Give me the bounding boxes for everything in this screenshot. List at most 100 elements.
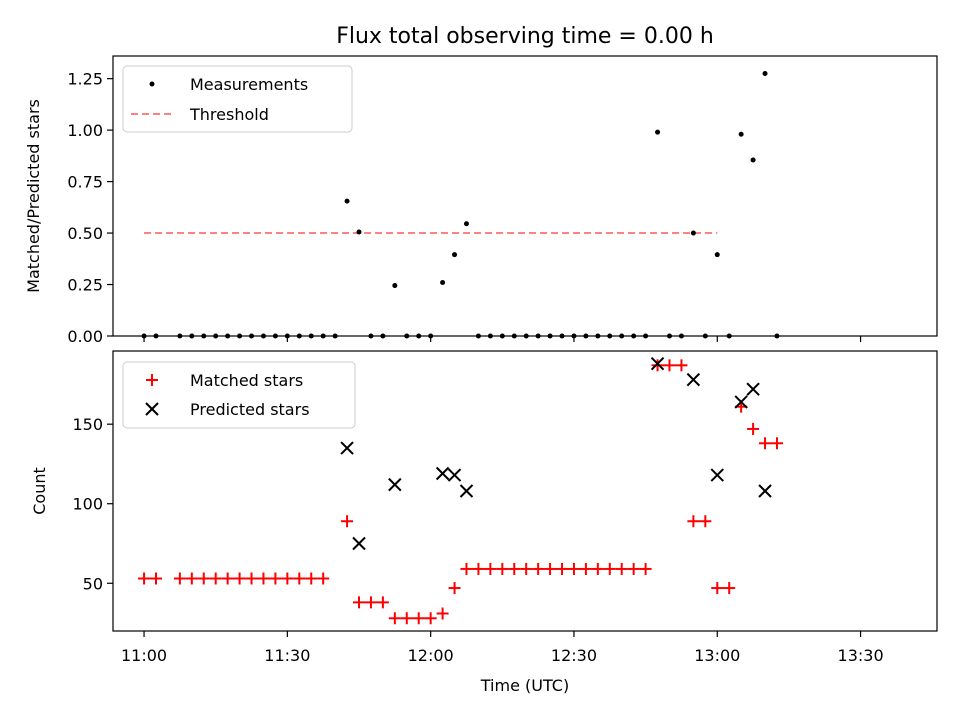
x-tick-label: 11:00 bbox=[121, 646, 167, 665]
y-tick-label-top: 0.00 bbox=[67, 327, 103, 346]
matched-point bbox=[353, 596, 366, 609]
matched-point bbox=[687, 515, 700, 528]
predicted-point bbox=[459, 484, 474, 498]
legend-marker-predicted bbox=[145, 402, 159, 416]
matched-point bbox=[317, 572, 330, 585]
measurement-point bbox=[392, 283, 398, 289]
matched-point bbox=[711, 582, 724, 595]
matched-point bbox=[663, 359, 676, 372]
measurement-point bbox=[463, 221, 469, 227]
axes-frame-top bbox=[112, 55, 938, 337]
x-tick-label: 13:00 bbox=[694, 646, 740, 665]
matched-point bbox=[400, 612, 413, 625]
predicted-point bbox=[650, 357, 665, 371]
y-axis-label-bottom: Count bbox=[30, 467, 49, 515]
predicted-point bbox=[340, 441, 354, 455]
matched-point bbox=[627, 562, 640, 575]
measurement-point bbox=[690, 230, 696, 236]
matched-point bbox=[747, 422, 760, 435]
x-tick-label: 13:30 bbox=[838, 646, 884, 665]
matched-point bbox=[532, 562, 545, 575]
y-tick-label-top: 0.25 bbox=[67, 276, 103, 295]
x-tick-label: 12:30 bbox=[551, 646, 597, 665]
matched-point bbox=[436, 607, 449, 620]
panel-counts: 5010015011:0011:3012:0012:3013:0013:3014… bbox=[30, 350, 938, 695]
measurement-point bbox=[738, 131, 744, 137]
measurement-point bbox=[440, 279, 446, 285]
y-tick-label-bottom: 150 bbox=[72, 415, 103, 434]
panel-ratio: 0.00 0.25 0.50 0.75 1.00 1.25 Matched/Predict… bbox=[24, 55, 938, 346]
matched-point bbox=[759, 437, 772, 450]
measurement-point bbox=[655, 129, 661, 135]
predicted-point bbox=[352, 536, 366, 551]
axes-frame-bottom bbox=[112, 350, 938, 632]
legend-label-predicted: Predicted stars bbox=[190, 400, 310, 419]
predicted-point bbox=[388, 477, 402, 492]
matched-point bbox=[556, 562, 569, 575]
legend-label-measurements: Measurements bbox=[190, 75, 308, 94]
measurement-point bbox=[452, 252, 458, 258]
y-tick-label-top: 1.25 bbox=[67, 70, 103, 89]
legend-bottom: Matched stars Predicted stars bbox=[122, 361, 356, 429]
legend-box-bottom bbox=[122, 361, 356, 429]
x-tick-label: 12:00 bbox=[408, 646, 454, 665]
matched-point bbox=[639, 562, 652, 575]
matched-point bbox=[448, 582, 461, 595]
predicted-point bbox=[686, 372, 701, 387]
matched-point bbox=[293, 572, 306, 585]
matched-point bbox=[376, 596, 389, 609]
matched-point bbox=[472, 562, 485, 575]
matched-point bbox=[496, 562, 509, 575]
y-tick-label-bottom: 50 bbox=[83, 574, 103, 593]
y-tick-label-top: 1.00 bbox=[67, 121, 103, 140]
matched-point bbox=[615, 562, 628, 575]
matched-point bbox=[257, 572, 270, 585]
matched-point bbox=[770, 437, 783, 450]
matched-point bbox=[412, 612, 425, 625]
predicted-point bbox=[758, 484, 772, 498]
matched-point bbox=[675, 359, 688, 372]
matched-point bbox=[245, 572, 258, 585]
matched-point bbox=[209, 572, 222, 585]
matched-point bbox=[591, 562, 604, 575]
measurement-point bbox=[344, 198, 350, 204]
matched-point bbox=[305, 572, 318, 585]
measurement-point bbox=[750, 157, 756, 163]
legend-marker-measurements bbox=[149, 81, 155, 87]
matched-point bbox=[341, 515, 354, 528]
predicted-point bbox=[746, 382, 760, 396]
predicted-point bbox=[435, 466, 450, 481]
y-tick-label-top: 0.50 bbox=[67, 224, 103, 243]
x-axis-label: Time (UTC) bbox=[480, 676, 569, 695]
measurement-point bbox=[714, 252, 720, 258]
matched-point bbox=[699, 515, 712, 528]
matched-point bbox=[281, 572, 294, 585]
legend-label-matched: Matched stars bbox=[190, 371, 303, 390]
matched-point bbox=[520, 562, 533, 575]
predicted-point bbox=[734, 395, 748, 409]
matched-point bbox=[149, 572, 162, 585]
matched-point bbox=[173, 572, 186, 585]
matched-point bbox=[651, 359, 664, 372]
legend-marker-matched bbox=[146, 374, 158, 386]
predicted-point bbox=[710, 468, 724, 482]
matched-point bbox=[508, 562, 521, 575]
legend-top: Measurements Threshold bbox=[122, 65, 353, 133]
y-tick-label-bottom: 100 bbox=[72, 495, 103, 514]
x-tick-label: 11:30 bbox=[264, 646, 310, 665]
y-axis-label-top: Matched/Predicted stars bbox=[24, 99, 43, 293]
matched-point bbox=[185, 572, 198, 585]
matched-point bbox=[233, 572, 246, 585]
matched-point bbox=[364, 596, 377, 609]
measurement-point bbox=[356, 229, 362, 235]
matched-point bbox=[424, 612, 437, 625]
legend-box-top bbox=[122, 65, 353, 133]
matched-point bbox=[197, 572, 210, 585]
matched-point bbox=[603, 562, 616, 575]
y-tick-label-top: 0.75 bbox=[67, 173, 103, 192]
matched-point bbox=[138, 572, 151, 585]
matched-point bbox=[460, 562, 473, 575]
matched-point bbox=[723, 582, 736, 595]
matched-point bbox=[544, 562, 557, 575]
